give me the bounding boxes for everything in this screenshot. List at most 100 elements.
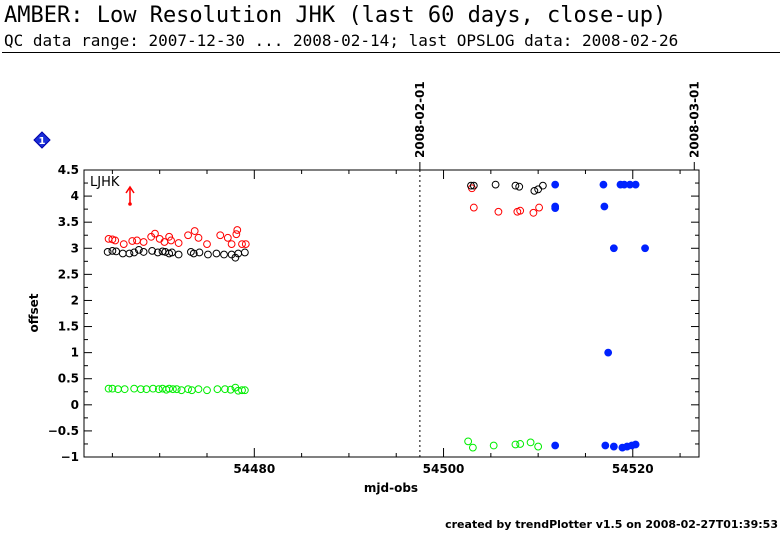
data-point [551, 441, 560, 450]
data-point [600, 202, 609, 211]
y-tick-label: 0.5 [58, 372, 79, 386]
info-badge-icon[interactable]: 1 [33, 131, 51, 149]
date-marker-label: 2008-02-01 [413, 81, 427, 158]
data-point [515, 182, 524, 191]
data-point [165, 384, 174, 393]
x-tick-label: 54520 [612, 462, 654, 476]
data-point [153, 248, 162, 257]
data-point [177, 386, 186, 395]
data-point [203, 386, 211, 395]
data-point [125, 249, 134, 258]
data-point [108, 246, 117, 255]
data-point [148, 246, 157, 255]
data-point [469, 203, 478, 212]
data-point [139, 248, 148, 256]
y-tick-label: 3 [71, 241, 79, 255]
page-subtitle: QC data range: 2007-12-30 ... 2008-02-14… [4, 31, 679, 50]
data-point [169, 385, 177, 394]
data-point [187, 386, 196, 395]
y-tick-label: −1 [61, 450, 79, 464]
y-tick-label: 1 [71, 346, 79, 360]
data-point [551, 180, 560, 189]
data-point [184, 385, 192, 394]
data-point [155, 234, 164, 243]
data-point [534, 442, 543, 451]
data-point [189, 249, 198, 258]
data-point [601, 441, 610, 450]
y-tick-label: −0.5 [48, 424, 79, 438]
data-point [238, 240, 246, 248]
data-point [221, 385, 229, 394]
data-point [240, 248, 249, 257]
data-point [467, 181, 475, 190]
data-point [511, 440, 520, 449]
data-point [151, 229, 159, 238]
data-point [203, 240, 211, 248]
data-point [220, 250, 228, 259]
data-point [119, 240, 128, 248]
y-axis-label: offset [27, 293, 41, 332]
data-point [167, 236, 175, 245]
x-axis-label: mjd-obs [364, 481, 418, 495]
data-point [134, 245, 143, 254]
data-point [609, 244, 618, 253]
data-point [184, 231, 192, 240]
data-point [233, 226, 242, 234]
data-point [468, 443, 477, 452]
data-point [118, 249, 127, 258]
data-point [491, 180, 500, 189]
info-badge-label: 1 [39, 136, 46, 147]
data-point [174, 250, 183, 259]
data-point [204, 250, 212, 259]
data-point [240, 386, 249, 395]
data-point [194, 233, 203, 242]
data-point [103, 248, 112, 256]
y-tick-label: 2.5 [58, 267, 79, 281]
data-point [223, 233, 232, 242]
data-point [194, 385, 203, 394]
data-point [231, 253, 240, 262]
data-point [494, 207, 503, 216]
data-point [469, 181, 478, 190]
data-point [227, 240, 236, 248]
header-divider [2, 52, 780, 53]
data-point [195, 248, 204, 257]
data-point [154, 385, 163, 394]
data-point [241, 240, 250, 248]
x-tick-label: 54500 [423, 462, 465, 476]
data-point [464, 437, 473, 446]
data-point [108, 384, 117, 393]
up-arrow-icon [125, 185, 135, 206]
x-tick-label: 54480 [233, 462, 275, 476]
page-title: AMBER: Low Resolution JHK (last 60 days,… [4, 3, 667, 28]
data-point [190, 227, 199, 235]
y-tick-label: 1.5 [58, 320, 79, 334]
data-point [213, 385, 222, 394]
data-point [149, 384, 157, 393]
data-point [139, 238, 148, 246]
data-point [529, 208, 538, 217]
data-point [232, 230, 241, 239]
data-point [511, 181, 520, 190]
data-point [551, 204, 560, 212]
data-point [516, 440, 525, 448]
data-point [516, 206, 525, 215]
data-point [530, 186, 539, 195]
data-point [641, 244, 649, 253]
y-tick-label: 4.5 [58, 163, 79, 177]
data-point [130, 384, 139, 393]
data-point [165, 232, 174, 241]
y-tick-label: 0 [71, 398, 79, 412]
y-tick-label: 2 [71, 293, 79, 307]
data-point [111, 236, 120, 245]
data-point [609, 442, 618, 451]
data-point [489, 441, 498, 450]
y-tick-label: 4 [71, 189, 79, 203]
y-tick-label: 3.5 [58, 215, 79, 229]
date-marker-label: 2008-03-01 [687, 81, 701, 158]
data-point [136, 385, 145, 394]
data-point [120, 385, 129, 394]
data-point [535, 203, 543, 212]
data-point [130, 248, 139, 257]
